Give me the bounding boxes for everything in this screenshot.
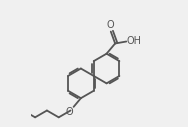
Text: O: O [65,107,73,117]
Text: OH: OH [127,36,142,46]
Text: O: O [106,20,114,30]
